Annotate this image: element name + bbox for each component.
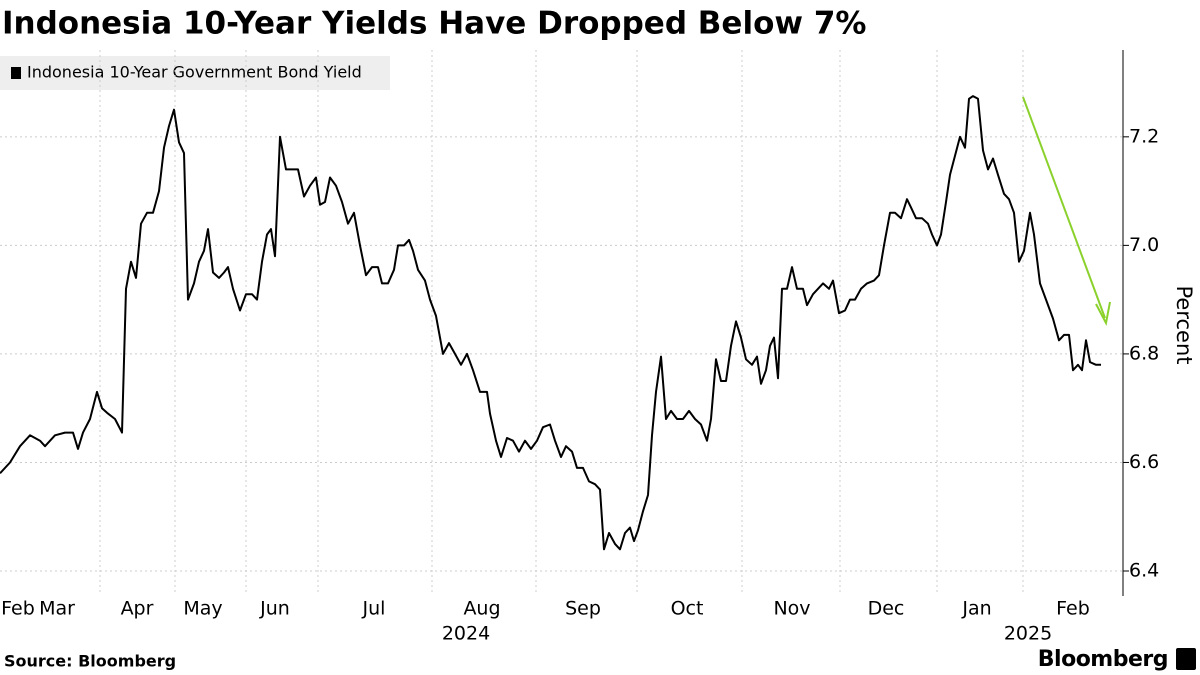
x-tick-label: Feb [1056,598,1090,620]
x-year-label: 2024 [442,623,490,645]
series-line [0,95,1101,551]
legend-swatch [11,67,21,79]
trend-arrow-head [1095,301,1111,326]
x-tick-label: Dec [868,598,905,620]
x-tick-label: Jun [259,598,290,620]
x-tick-label: May [183,598,222,620]
y-tick-label: 6.4 [1129,559,1159,581]
x-tick-label: Nov [773,598,810,620]
y-axis-label: Percent [1172,285,1196,364]
y-tick-label: 7.0 [1129,234,1159,256]
x-tick-label: Mar [39,598,75,620]
x-tick-label: Jan [961,598,991,620]
y-tick-label: 7.2 [1129,125,1159,147]
brand-icon [1176,648,1196,670]
x-year-label: 2025 [1004,623,1052,645]
x-tick-label: Sep [565,598,601,620]
chart-title: Indonesia 10-Year Yields Have Dropped Be… [2,6,866,42]
trend-arrow [1022,96,1106,319]
x-tick-label: Oct [671,598,704,620]
legend-label: Indonesia 10-Year Government Bond Yield [27,63,362,82]
x-tick-label: Feb [1,598,35,620]
y-tick-label: 6.6 [1129,451,1159,473]
y-tick-label: 6.8 [1129,342,1159,364]
source: Source: Bloomberg [4,652,176,671]
legend-box [0,56,390,90]
x-tick-label: Jul [362,598,386,620]
x-tick-label: Apr [121,598,154,620]
brand: Bloomberg [1038,647,1168,672]
x-tick-label: Aug [463,598,500,620]
